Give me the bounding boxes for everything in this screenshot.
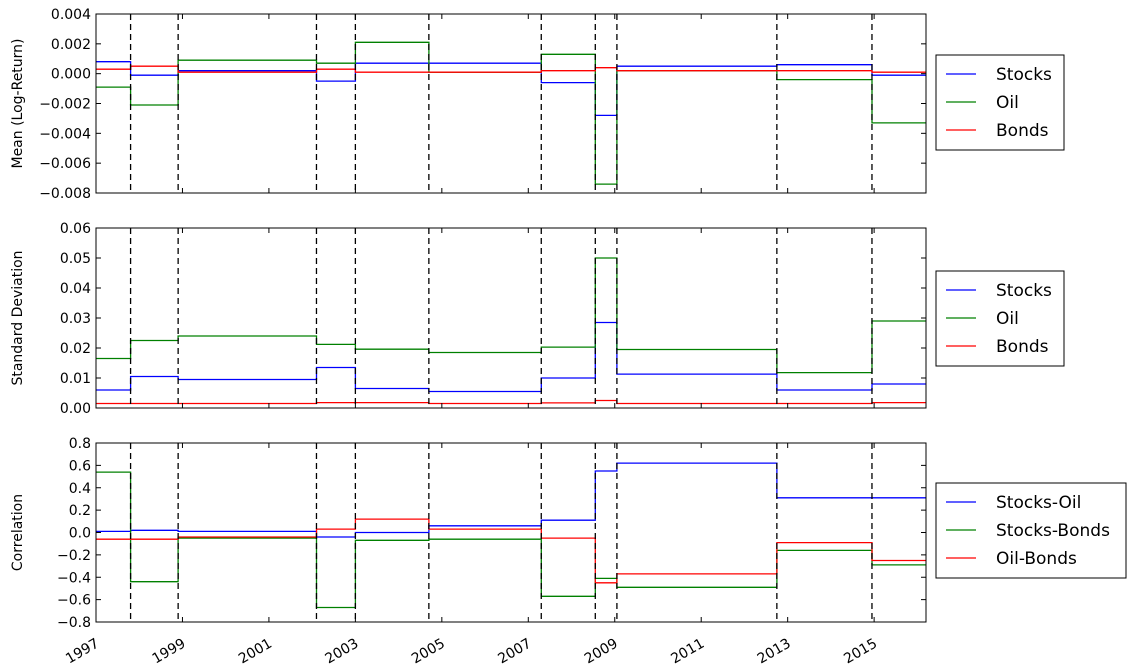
y-tick-label: 0.002 — [51, 37, 91, 53]
legend: Stocks-Oil Stocks-Bonds Oil-Bonds — [935, 482, 1127, 579]
x-tick-label: 2001 — [236, 636, 275, 668]
y-tick-label: −0.2 — [57, 548, 91, 564]
x-tick-label: 2013 — [755, 636, 794, 668]
series-line-bonds — [96, 399, 926, 405]
legend-label: Oil — [996, 309, 1019, 329]
y-tick-label: 0.06 — [60, 221, 91, 237]
series-line-stocks — [96, 61, 926, 117]
legend: Stocks Oil Bonds — [935, 54, 1065, 151]
legend-label: Oil — [996, 93, 1019, 113]
y-tick-label: 0.01 — [60, 371, 91, 387]
legend-label: Stocks-Oil — [996, 493, 1081, 513]
panel-2: 0.00 0.01 0.02 0.03 0.04 0.05 0.06 Standard Dev… — [10, 221, 1065, 417]
legend-label: Bonds — [996, 121, 1049, 141]
x-tick-label: 2003 — [323, 636, 362, 668]
legend-label: Bonds — [996, 337, 1049, 357]
y-tick-label: −0.8 — [57, 615, 91, 631]
series-line-oil — [96, 257, 926, 374]
y-axis-label: Mean (Log-Return) — [10, 38, 26, 168]
series-line-stocks-oil — [96, 462, 926, 538]
y-tick-label: 0.8 — [69, 436, 91, 452]
y-tick-label: 0.04 — [60, 281, 91, 297]
legend-label: Oil-Bonds — [996, 549, 1077, 569]
x-tick-label: 1999 — [150, 636, 189, 668]
y-tick-label: −0.002 — [39, 97, 91, 113]
y-tick-label: 0.000 — [51, 67, 91, 83]
y-tick-label: 0.2 — [69, 503, 91, 519]
legend-label: Stocks-Bonds — [996, 521, 1110, 541]
legend-label: Stocks — [996, 281, 1052, 301]
y-tick-label: −0.4 — [57, 570, 91, 586]
y-tick-label: −0.6 — [57, 593, 91, 609]
plot-frame — [95, 227, 927, 409]
y-tick-label: 0.00 — [60, 401, 91, 417]
x-tick-label: 2007 — [495, 636, 534, 668]
y-tick-label: 0.0 — [69, 526, 91, 542]
y-tick-label: −0.008 — [39, 186, 91, 202]
x-tick-label: 2009 — [582, 636, 621, 668]
y-tick-label: 0.02 — [60, 341, 91, 357]
y-tick-label: −0.006 — [39, 156, 91, 172]
legend-label: Stocks — [996, 65, 1052, 85]
y-tick-label: 0.05 — [60, 251, 91, 267]
y-tick-label: 0.4 — [69, 481, 91, 497]
y-tick-label: 0.004 — [51, 7, 91, 23]
x-tick-label: 2011 — [668, 636, 707, 668]
x-tick-label: 2015 — [841, 636, 880, 668]
plot-frame — [95, 13, 927, 194]
legend: Stocks Oil Bonds — [935, 270, 1065, 367]
series-line-stocks — [96, 321, 926, 393]
series-line-stocks-bonds — [96, 471, 926, 609]
y-tick-label: 0.03 — [60, 311, 91, 327]
y-tick-label: −0.004 — [39, 126, 91, 142]
y-axis-label: Standard Deviation — [10, 250, 26, 385]
panel-1: −0.008 −0.006 −0.004 −0.002 0.000 0.002 0.004 M… — [10, 7, 1065, 202]
y-axis-label: Correlation — [10, 494, 26, 571]
x-tick-label: 2005 — [409, 636, 448, 668]
y-tick-label: 0.6 — [69, 458, 91, 474]
panel-3: −0.8 −0.6 −0.4 −0.2 0.0 0.2 0.4 0.6 0.8 Correlati… — [10, 436, 1127, 631]
x-tick-label: 1997 — [63, 636, 102, 668]
plot-frame — [95, 442, 927, 623]
